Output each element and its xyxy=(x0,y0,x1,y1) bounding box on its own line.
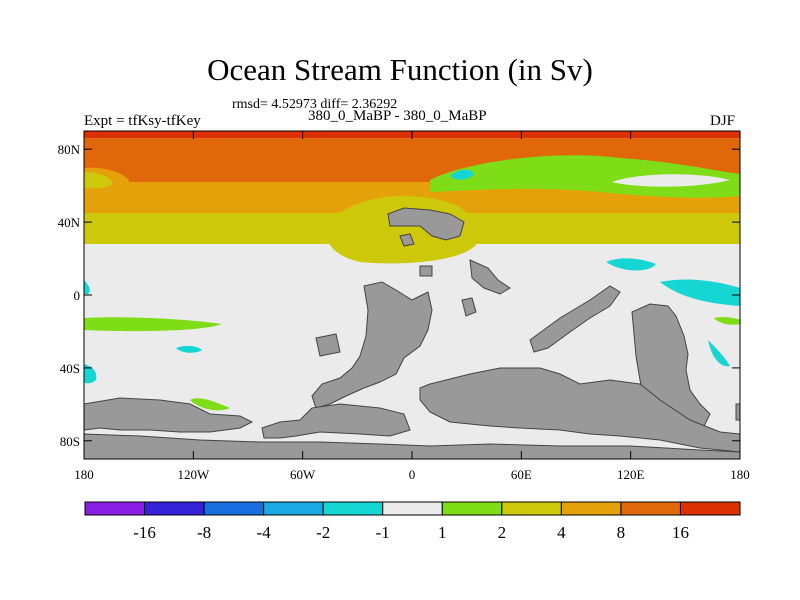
colorbar-swatch xyxy=(560,501,622,516)
axes: 180 120W 60W 0 60E 120E 180 80N 40N 0 40S 80S xyxy=(58,131,750,482)
contour-band-cyan-2 xyxy=(660,279,740,306)
contour-band-1-2-north xyxy=(430,155,740,198)
colorbar-swatch xyxy=(84,501,146,516)
land-mass-11 xyxy=(261,403,411,439)
experiment-label: Expt = tfKsy-tfKey xyxy=(84,113,201,129)
colorbar-swatch xyxy=(441,501,503,516)
x-tick-label: 60W xyxy=(290,467,316,482)
x-tick-label: 120E xyxy=(617,467,645,482)
land-mass-10 xyxy=(419,367,740,453)
land-mass-5 xyxy=(419,265,433,277)
y-tick-label: 80S xyxy=(60,434,80,449)
colorbar-swatch xyxy=(382,501,443,516)
x-tick-label: 0 xyxy=(409,467,416,482)
land-mass-4 xyxy=(315,333,341,357)
y-tick-label: 40N xyxy=(58,215,81,230)
colorbar-level-label: 2 xyxy=(498,523,507,542)
contour-band-2-4-west xyxy=(84,172,112,189)
colorbar-level-label: 16 xyxy=(672,523,689,542)
contour-band-cyan-north xyxy=(450,169,474,180)
chart-title: Ocean Stream Function (in Sv) xyxy=(207,52,593,87)
contour-features xyxy=(84,155,740,459)
land-mass-3 xyxy=(311,281,433,409)
y-tick-label: 80N xyxy=(58,142,81,157)
chart-subtitle: 380_0_MaBP - 380_0_MaBP xyxy=(308,108,487,124)
colorbar-level-label: -1 xyxy=(376,523,390,542)
contour-band-cyan-1 xyxy=(606,258,656,271)
colorbar: -16 -8 -4 -2 -1 1 2 4 8 16 xyxy=(84,501,741,542)
colorbar-swatch xyxy=(203,501,265,516)
land-mass-12 xyxy=(84,397,254,433)
land-mass-6 xyxy=(469,259,511,295)
contour-band-cyan-6 xyxy=(84,280,90,294)
x-tick-label: 60E xyxy=(511,467,532,482)
land-mass-1 xyxy=(387,207,465,241)
colorbar-swatch xyxy=(501,501,562,516)
x-tick-label: 120W xyxy=(177,467,210,482)
land-mass-8 xyxy=(529,285,621,353)
colorbar-level-label: 1 xyxy=(438,523,447,542)
stats-line: rmsd= 4.52973 diff= 2.36292 xyxy=(232,97,398,112)
colorbar-level-label: -2 xyxy=(316,523,330,542)
colorbar-swatch xyxy=(263,501,324,516)
colorbar-swatch xyxy=(620,501,681,516)
land-mass-13 xyxy=(84,433,740,459)
y-tick-label: 0 xyxy=(74,288,81,303)
y-tick-label: 40S xyxy=(60,361,80,376)
colorbar-level-label: -4 xyxy=(257,523,272,542)
land-masses xyxy=(84,207,740,459)
land-mass-2 xyxy=(399,233,415,247)
x-tick-label: 180 xyxy=(730,467,750,482)
contour-band-1-2-south xyxy=(84,317,222,332)
land-mass-14 xyxy=(735,403,740,421)
colorbar-level-label: 4 xyxy=(557,523,566,542)
colorbar-level-label: 8 xyxy=(617,523,626,542)
colorbar-swatch xyxy=(679,501,741,516)
colorbar-swatch xyxy=(322,501,384,516)
contour-band-cyan-3 xyxy=(176,345,202,353)
contour-band-cyan-5 xyxy=(708,340,730,367)
land-mass-7 xyxy=(461,297,477,317)
season-label: DJF xyxy=(710,113,736,129)
colorbar-level-label: -16 xyxy=(133,523,156,542)
x-tick-label: 180 xyxy=(74,467,94,482)
colorbar-swatch xyxy=(144,501,205,516)
contour-band-1-2-pacific xyxy=(714,317,740,325)
contour-band-1-2-lens xyxy=(612,174,730,187)
contour-band-cyan-4 xyxy=(84,364,97,384)
contour-band-1-2-sw xyxy=(190,398,230,411)
colorbar-level-label: -8 xyxy=(197,523,211,542)
